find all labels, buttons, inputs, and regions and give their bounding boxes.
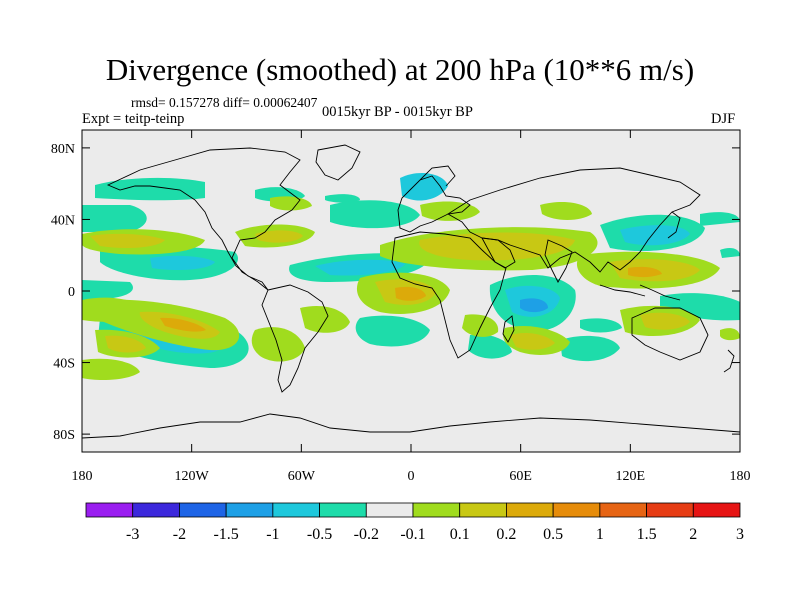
x-tick-label: 60W — [288, 469, 316, 484]
colorbar-swatch — [85, 502, 134, 518]
colorbar-label: 1.5 — [637, 526, 657, 543]
colorbar-swatch — [225, 502, 274, 518]
season-text: DJF — [711, 111, 736, 127]
x-tick-label: 120E — [616, 469, 646, 484]
x-tick-label: 0 — [408, 469, 415, 484]
colorbar-label: 0.5 — [543, 526, 563, 543]
x-tick-label: 60E — [509, 469, 532, 484]
colorbar-swatch — [365, 502, 414, 518]
colorbar-swatch — [132, 502, 180, 518]
colorbar-label: -1.5 — [213, 526, 238, 543]
experiment-text: Expt = teitp-teinp — [82, 111, 185, 127]
y-tick-label: 40S — [53, 357, 75, 372]
colorbar-label: 1 — [596, 526, 604, 543]
colorbar-label: 2 — [689, 526, 697, 543]
colorbar-label: -2 — [173, 526, 186, 543]
y-tick-label: 80S — [53, 428, 75, 443]
x-tick-label: 180 — [72, 469, 93, 484]
colorbar-label: -0.2 — [354, 526, 379, 543]
colorbar-swatch — [692, 502, 741, 518]
axis-ticks: 180 120W 60W 0 60E 120E 180 80N 40N 0 40S 80S — [51, 130, 751, 484]
colorbar-label: -3 — [126, 526, 139, 543]
y-tick-label: 80N — [51, 142, 75, 157]
stats-text: rmsd= 0.157278 diff= 0.00062407 — [131, 95, 318, 110]
period-text: 0015kyr BP - 0015kyr BP — [322, 104, 473, 120]
plot-title: Divergence (smoothed) at 200 hPa (10**6 … — [105, 52, 695, 87]
colorbar-swatch — [506, 502, 554, 518]
colorbar-swatch — [272, 502, 320, 518]
colorbar-swatch — [319, 502, 367, 518]
colorbar-label: 0.2 — [496, 526, 516, 543]
x-tick-label: 180 — [730, 469, 751, 484]
colorbar-swatch — [552, 502, 601, 518]
y-tick-label: 40N — [51, 213, 75, 228]
colorbar-label: -1 — [266, 526, 279, 543]
colorbar-swatch — [459, 502, 507, 518]
colorbar-label: -0.5 — [307, 526, 332, 543]
colorbar-swatch — [646, 502, 694, 518]
coastlines — [82, 144, 740, 439]
x-tick-label: 120W — [175, 469, 210, 484]
y-tick-label: 0 — [68, 285, 75, 300]
colorbar-swatch — [599, 502, 647, 518]
colorbar-label: -0.1 — [400, 526, 425, 543]
colorbar-swatch — [179, 502, 227, 518]
colorbar-label: 3 — [736, 526, 744, 543]
colorbar: -3 -2 -1.5 -1 -0.5 -0.2 -0.1 0.1 0.2 0.5 1 1.5 2 3 — [85, 502, 744, 543]
colorbar-label: 0.1 — [450, 526, 470, 543]
colorbar-swatch — [412, 502, 461, 518]
